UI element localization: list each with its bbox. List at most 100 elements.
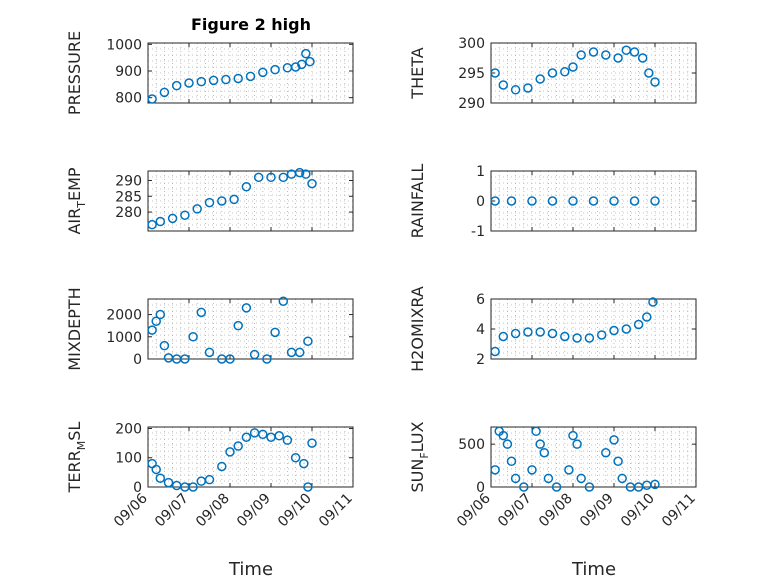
data-point: [294, 347, 305, 358]
data-point: [576, 473, 586, 484]
data-point: [159, 340, 170, 351]
data-point: [217, 196, 227, 206]
data-point: [147, 94, 157, 104]
data-point: [613, 456, 623, 467]
data-point: [609, 325, 619, 336]
data-point: [560, 331, 570, 342]
data-point: [294, 167, 305, 178]
data-point: [572, 333, 582, 343]
data-point: [535, 327, 545, 337]
data-point: [196, 76, 207, 87]
subplot-theta: 290 295 300 THETA: [408, 36, 697, 112]
ytick-label: 0: [476, 480, 485, 496]
data-point: [278, 296, 289, 306]
data-point: [180, 210, 190, 220]
ytick-label: 2000: [106, 308, 142, 324]
data-point: [527, 465, 537, 475]
data-point: [506, 196, 517, 206]
ytick-label: 4: [476, 322, 485, 338]
data-point: [637, 53, 648, 63]
ylabel-2: AIRTEMP: [65, 167, 88, 234]
ylabel-3: RAINFALL: [408, 164, 427, 239]
data-point: [601, 447, 611, 458]
xlabel-left: Time: [228, 559, 273, 580]
data-point: [307, 438, 317, 448]
data-point: [151, 464, 161, 475]
data-point: [572, 439, 582, 449]
ytick-label: 500: [458, 437, 485, 453]
data-point: [208, 75, 219, 86]
data-point: [609, 435, 619, 445]
data-point: [535, 74, 545, 84]
data-point: [650, 77, 660, 87]
ylabel-5: H2OMIXRA: [408, 286, 427, 372]
data-point: [527, 196, 537, 206]
data-point: [510, 328, 521, 339]
ytick-label: 1: [476, 164, 485, 180]
data-point: [303, 336, 313, 346]
data-point: [629, 196, 640, 206]
data-point: [648, 297, 658, 307]
ylabel-6: TERRMSL: [65, 422, 88, 494]
data-point: [576, 50, 586, 60]
data-point: [241, 182, 252, 192]
ylabel-7: SUNFLUX: [408, 421, 431, 492]
data-point: [510, 473, 521, 484]
data-point: [601, 50, 611, 60]
data-point: [613, 53, 623, 63]
data-point: [633, 319, 644, 330]
data-point: [547, 68, 558, 78]
data-point: [184, 78, 194, 88]
data-point: [241, 303, 252, 313]
data-point: [502, 439, 513, 449]
data-point: [568, 196, 578, 206]
data-point: [204, 197, 215, 208]
data-point: [523, 327, 533, 337]
data-point: [225, 447, 235, 457]
ylabel-4: MIXDEPTH: [65, 287, 84, 370]
data-point: [543, 473, 554, 484]
subplot-h2omixra: 2 4 6 H2OMIXRA: [408, 286, 697, 372]
subplot-rainfall: -1 0 1 RAINFALL: [408, 164, 697, 240]
axes-box: [147, 426, 354, 488]
data-point: [192, 204, 202, 214]
data-point: [299, 458, 309, 469]
data-point: [617, 473, 627, 484]
data-point: [650, 196, 660, 206]
data-point: [584, 333, 595, 343]
data-point: [171, 80, 182, 91]
data-point: [155, 216, 166, 227]
data-point: [155, 473, 166, 483]
ytick-label: 100: [115, 451, 142, 467]
ytick-label: 290: [458, 96, 485, 112]
data-point: [506, 456, 517, 467]
ytick-label: 6: [476, 292, 485, 308]
data-point: [596, 330, 607, 340]
axes-box: [147, 42, 354, 104]
data-point: [274, 431, 284, 441]
axes-box: [147, 170, 354, 232]
ytick-label: 280: [115, 205, 142, 221]
data-point: [498, 430, 509, 441]
data-point: [233, 441, 243, 451]
xlabel-right: Time: [571, 559, 616, 580]
data-point: [278, 172, 289, 183]
data-point: [629, 47, 640, 57]
ytick-label: 295: [458, 66, 485, 82]
ytick-label: 900: [115, 64, 142, 80]
data-point: [258, 429, 268, 440]
data-point: [282, 435, 293, 445]
data-point: [262, 354, 272, 364]
data-point: [151, 316, 161, 326]
data-point: [547, 328, 558, 339]
subplot-mixdepth: 0 1000 2000 MIXDEPTH: [65, 287, 354, 371]
data-point: [266, 172, 276, 183]
data-point: [307, 178, 317, 189]
data-point: [225, 354, 235, 364]
data-point: [547, 196, 558, 206]
data-point: [642, 312, 652, 322]
ytick-label: 300: [458, 36, 485, 52]
data-point: [305, 56, 315, 67]
ytick-label: 0: [133, 352, 142, 368]
data-point: [560, 67, 570, 77]
